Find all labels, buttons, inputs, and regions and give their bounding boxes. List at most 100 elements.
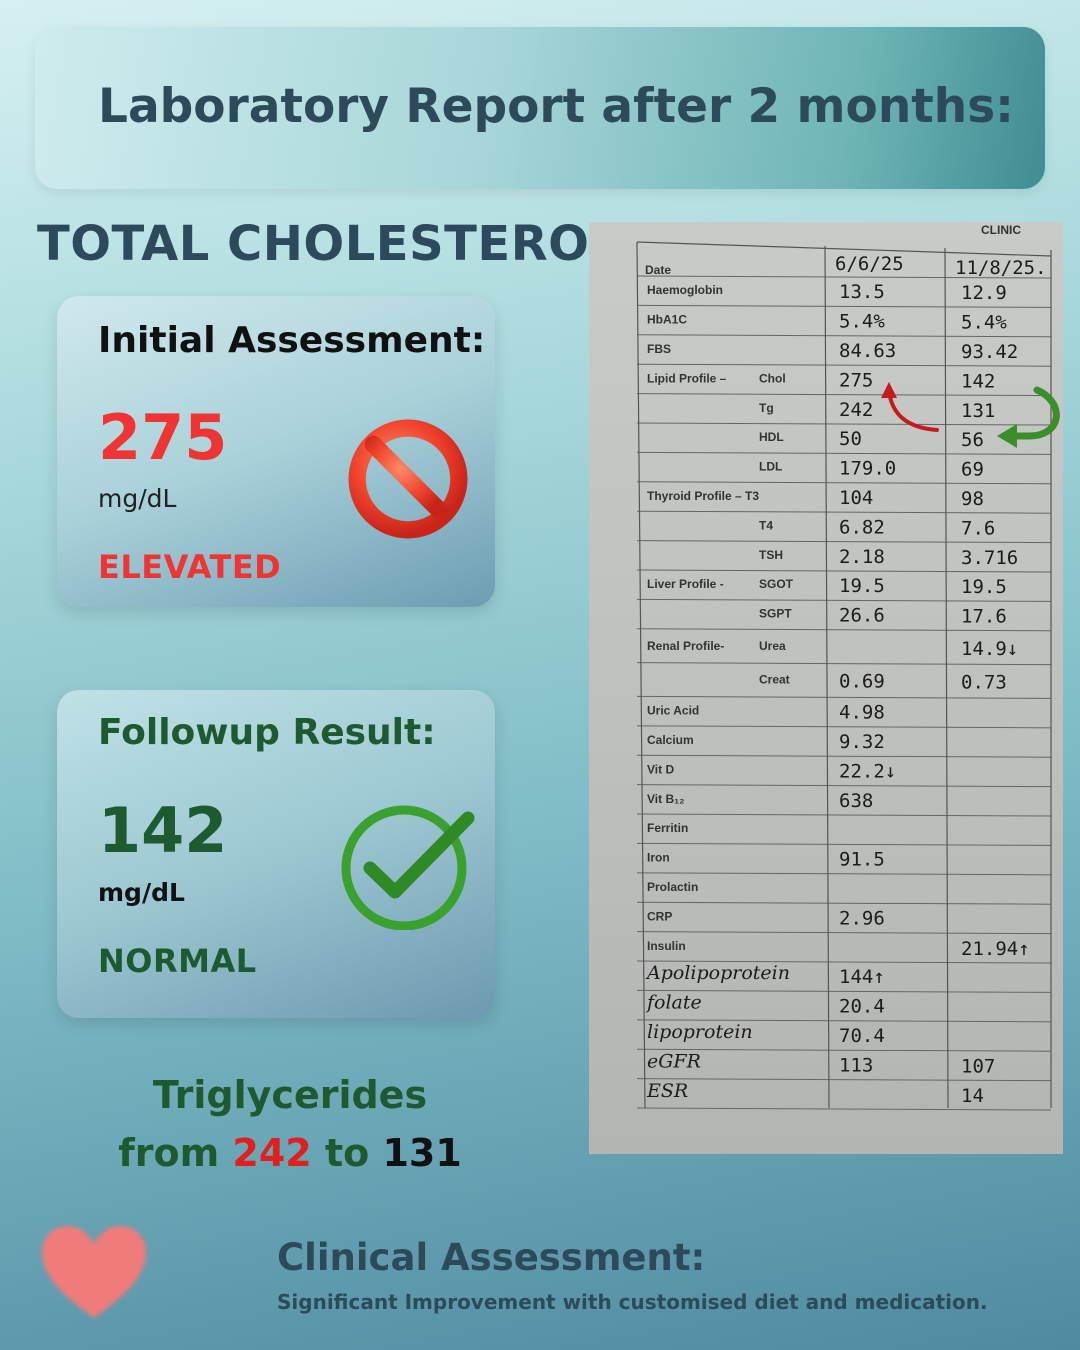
value-initial: 275 (839, 369, 873, 391)
value-followup: 142 (961, 370, 995, 392)
row-label: folate (645, 992, 702, 1014)
value-initial: 4.98 (839, 702, 885, 724)
table-row-line (636, 628, 1052, 632)
value-initial: 91.5 (839, 849, 885, 871)
row-label: Apolipoprotein (645, 962, 790, 984)
assessment-title: Clinical Assessment: (277, 1236, 706, 1279)
value-followup: 69 (961, 459, 984, 481)
page-title: Laboratory Report after 2 months: (98, 79, 1014, 134)
table-row-line (636, 510, 1052, 514)
triglycerides-summary: Triglycerides from 242 to 131 (80, 1066, 500, 1182)
followup-value: 142 (98, 794, 228, 867)
check-mark-icon (341, 805, 475, 930)
section-title: TOTAL CHOLESTEROL (37, 216, 621, 272)
table-row-line (636, 1048, 1052, 1052)
row-sublabel: HDL (759, 430, 784, 444)
value-followup: 7.6 (961, 517, 995, 539)
followup-result-card: Followup Result: 142 mg/dL NORMAL (57, 690, 495, 1018)
row-label: Prolactin (647, 880, 698, 894)
initial-value: 275 (98, 401, 228, 474)
row-sublabel: LDL (759, 460, 782, 474)
followup-title: Followup Result: (98, 712, 436, 753)
value-followup: 12.9 (961, 282, 1007, 304)
table-row-line (636, 304, 1052, 308)
table-row-line (636, 872, 1052, 876)
value-initial: 20.4 (839, 996, 885, 1018)
table-left-rule (636, 241, 646, 1109)
triglycerides-label: Triglycerides (152, 1073, 428, 1117)
lab-report-table: CLINIC Date 6/6/25 11/8/25. Haemoglobin 13.5 1… (636, 223, 1060, 1111)
prohibited-icon (348, 419, 468, 539)
red-arrow-head-icon (881, 382, 897, 398)
value-followup: 14.9↓ (961, 638, 1018, 660)
row-label: Renal Profile- (647, 639, 724, 653)
value-initial: 19.5 (839, 575, 885, 597)
row-sublabel: Chol (759, 371, 786, 385)
value-followup: 0.73 (961, 672, 1007, 694)
value-initial: 638 (839, 790, 873, 812)
table-row-line (636, 784, 1052, 788)
row-label: Ferritin (647, 821, 688, 835)
value-followup: 3.716 (961, 547, 1018, 569)
assessment-text: Significant Improvement with customised … (277, 1290, 988, 1314)
table-row-line (636, 901, 1052, 905)
row-label: eGFR (647, 1050, 701, 1072)
value-initial: 2.18 (839, 546, 885, 568)
initial-unit: mg/dL (98, 484, 177, 513)
row-label: Lipid Profile – (647, 371, 727, 385)
table-row-line (636, 334, 1052, 338)
value-followup: 107 (961, 1055, 995, 1077)
row-sublabel: SGOT (759, 577, 794, 591)
value-followup: 98 (961, 488, 984, 510)
row-label: Calcium (647, 733, 694, 747)
table-row-line (636, 275, 1052, 279)
table-row-line (636, 754, 1052, 758)
date-2: 11/8/25. (955, 257, 1047, 279)
value-followup: 5.4% (961, 312, 1007, 334)
row-sublabel: SGPT (759, 607, 792, 621)
green-arrow-icon (1005, 386, 1060, 440)
value-followup: 19.5 (961, 576, 1007, 598)
row-label: Uric Acid (647, 704, 699, 718)
table-row-line (636, 1019, 1052, 1023)
row-label: CRP (647, 909, 672, 923)
row-label: Vit D (647, 762, 674, 776)
table-row-line (636, 393, 1052, 397)
green-arrow-head-icon (997, 424, 1017, 448)
value-followup: 17.6 (961, 606, 1007, 628)
table-top-line (636, 241, 1052, 257)
to-word: to (324, 1131, 370, 1175)
row-sublabel: T4 (759, 518, 773, 532)
row-sublabel: Urea (759, 639, 786, 653)
table-row-line (636, 451, 1052, 455)
table-row-line (636, 725, 1052, 729)
value-initial: 26.6 (839, 605, 885, 627)
value-initial: 22.2↓ (839, 760, 896, 782)
initial-status: ELEVATED (98, 548, 282, 586)
table-row-line (636, 422, 1052, 426)
initial-title: Initial Assessment: (98, 320, 486, 361)
value-initial: 113 (839, 1054, 873, 1076)
table-column-rule (824, 245, 830, 1109)
row-label: ESR (646, 1080, 688, 1102)
value-followup: 14 (961, 1085, 984, 1107)
row-label: FBS (647, 342, 671, 356)
value-followup: 56 (961, 429, 984, 451)
value-initial: 9.32 (839, 731, 885, 753)
row-sublabel: TSH (759, 548, 783, 562)
table-row-line (636, 569, 1052, 573)
table-row-line (636, 363, 1052, 367)
row-label: lipoprotein (647, 1021, 753, 1043)
row-label: Liver Profile - (647, 577, 724, 591)
table-row-line (636, 481, 1052, 485)
value-followup: 21.94↑ (961, 938, 1030, 960)
row-label: Vit B₁₂ (647, 792, 684, 806)
header-banner: Laboratory Report after 2 months: (35, 27, 1045, 189)
followup-status: NORMAL (98, 942, 257, 980)
table-row-line (636, 598, 1052, 602)
from-word: from (118, 1131, 220, 1175)
red-arrow-icon (887, 390, 939, 432)
row-label: Iron (647, 851, 670, 865)
value-initial: 84.63 (839, 340, 896, 362)
initial-assessment-card: Initial Assessment: 275 mg/dL ELEVATED (57, 296, 495, 607)
